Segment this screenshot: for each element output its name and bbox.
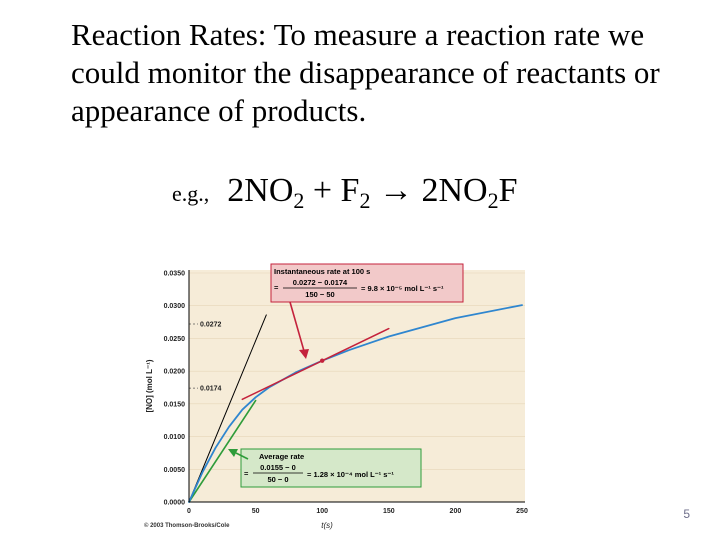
- average-rate-equals: =: [244, 469, 249, 478]
- copyright-notice: © 2003 Thomson-Brooks/Cole: [144, 522, 230, 529]
- average-secant-line: [188, 399, 257, 503]
- average-rate-numerator: 0.0155 − 0: [260, 463, 296, 472]
- y-tick-label: 0.0350: [164, 271, 186, 278]
- instant-rate-denominator: 150 − 50: [305, 290, 334, 299]
- y-tick-label: 0.0000: [164, 500, 186, 507]
- reference-lines: 0.0272 0.0174: [189, 322, 222, 393]
- reactant-no2: 2NO: [227, 172, 294, 209]
- average-rate-title: Average rate: [259, 452, 304, 461]
- reaction-equation: 2NO2 + F2 → 2NO2F: [227, 172, 518, 212]
- x-tick-label: 150: [383, 508, 395, 515]
- y-tick-label: 0.0300: [164, 303, 186, 310]
- average-rate-result: = 1.28 × 10⁻⁴ mol L⁻¹ s⁻¹: [307, 470, 394, 479]
- product-subscript: 2: [487, 188, 499, 213]
- average-rate-pointer: [228, 449, 249, 460]
- average-rate-denominator: 50 − 0: [267, 475, 288, 484]
- example-label: e.g.,: [172, 181, 210, 206]
- product-f: F: [498, 172, 518, 209]
- reference-label: 0.0272: [200, 322, 222, 329]
- reactant-f2-subscript: 2: [359, 188, 371, 213]
- product-no2f: 2NO: [421, 172, 488, 209]
- x-tick-labels: 0 50 100 150 200 250: [187, 508, 528, 515]
- concentration-curve: [188, 304, 523, 503]
- x-tick-label: 250: [516, 508, 528, 515]
- y-tick-label: 0.0250: [164, 336, 186, 343]
- x-tick-label: 200: [450, 508, 462, 515]
- plus-f: + F: [312, 172, 360, 209]
- x-tick-label: 100: [316, 508, 328, 515]
- instant-tangent-line: [241, 327, 390, 401]
- instant-rate-result: = 9.8 × 10⁻⁵ mol L⁻¹ s⁻¹: [361, 284, 444, 293]
- initial-tangent-line: [188, 314, 267, 503]
- tangent-point: [320, 358, 325, 363]
- instant-rate-pointer: [289, 301, 309, 359]
- reactant-no2-subscript: 2: [293, 188, 305, 213]
- instant-rate-numerator: 0.0272 − 0.0174: [293, 278, 348, 287]
- slide-title: Reaction Rates: To measure a reaction ra…: [71, 17, 660, 128]
- average-rate-box: Average rate = 0.0155 − 0 50 − 0 = 1.28 …: [240, 448, 422, 488]
- instant-rate-title: Instantaneous rate at 100 s: [274, 267, 370, 276]
- x-tick-label: 50: [252, 508, 260, 515]
- page-number: 5: [683, 507, 690, 521]
- reference-label: 0.0174: [200, 386, 222, 393]
- y-axis-title: [NO] (mol L⁻¹): [145, 359, 154, 412]
- y-tick-label: 0.0150: [164, 401, 186, 408]
- series-layer: [188, 304, 523, 503]
- x-tick-label: 0: [187, 508, 191, 515]
- instant-rate-equals: =: [274, 283, 279, 292]
- reaction-example: e.g., 2NO2 + F2 → 2NO2F: [172, 172, 518, 212]
- y-tick-label: 0.0050: [164, 467, 186, 474]
- y-tick-label: 0.0100: [164, 434, 186, 441]
- instant-rate-box: Instantaneous rate at 100 s = 0.0272 − 0…: [270, 263, 464, 303]
- y-tick-labels: 0.0000 0.0050 0.0100 0.0150 0.0200 0.0250 0.03…: [164, 271, 186, 507]
- reaction-arrow: →: [378, 172, 413, 209]
- y-tick-label: 0.0200: [164, 369, 186, 376]
- x-axis-title: t(s): [321, 521, 333, 530]
